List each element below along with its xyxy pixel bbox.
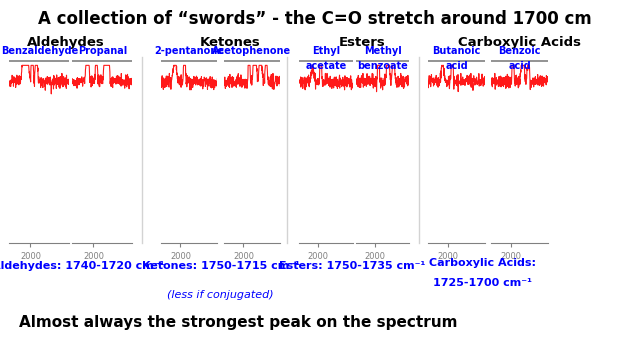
- Text: Methyl: Methyl: [364, 45, 401, 56]
- Text: Benzoic: Benzoic: [498, 45, 541, 56]
- Text: (less if conjugated): (less if conjugated): [167, 290, 274, 300]
- Text: acid: acid: [508, 61, 531, 71]
- Text: 2-pentanone: 2-pentanone: [154, 45, 224, 56]
- Text: Benzaldehyde: Benzaldehyde: [1, 45, 78, 56]
- Text: acetate: acetate: [306, 61, 347, 71]
- Text: Aldehydes: Aldehydes: [27, 36, 105, 49]
- Text: Ketones: 1750-1715 cm⁻¹: Ketones: 1750-1715 cm⁻¹: [142, 261, 299, 271]
- Text: Aldehydes: 1740-1720 cm⁻¹: Aldehydes: 1740-1720 cm⁻¹: [0, 261, 165, 271]
- Text: Ketones: Ketones: [200, 36, 260, 49]
- Text: Carboxylic Acids: Carboxylic Acids: [458, 36, 581, 49]
- Text: Esters: Esters: [339, 36, 386, 49]
- Text: 1725-1700 cm⁻¹: 1725-1700 cm⁻¹: [433, 278, 532, 288]
- Text: A collection of “swords” - the C=O stretch around 1700 cm: A collection of “swords” - the C=O stret…: [38, 10, 592, 28]
- Text: benzoate: benzoate: [357, 61, 408, 71]
- Text: Carboxylic Acids:: Carboxylic Acids:: [429, 258, 536, 268]
- Text: Propanal: Propanal: [77, 45, 127, 56]
- Text: Acetophenone: Acetophenone: [212, 45, 292, 56]
- Text: Almost always the strongest peak on the spectrum: Almost always the strongest peak on the …: [19, 315, 457, 330]
- Text: Butanoic: Butanoic: [433, 45, 481, 56]
- Text: Esters: 1750-1735 cm⁻¹: Esters: 1750-1735 cm⁻¹: [278, 261, 425, 271]
- Text: acid: acid: [445, 61, 468, 71]
- Text: Ethyl: Ethyl: [312, 45, 340, 56]
